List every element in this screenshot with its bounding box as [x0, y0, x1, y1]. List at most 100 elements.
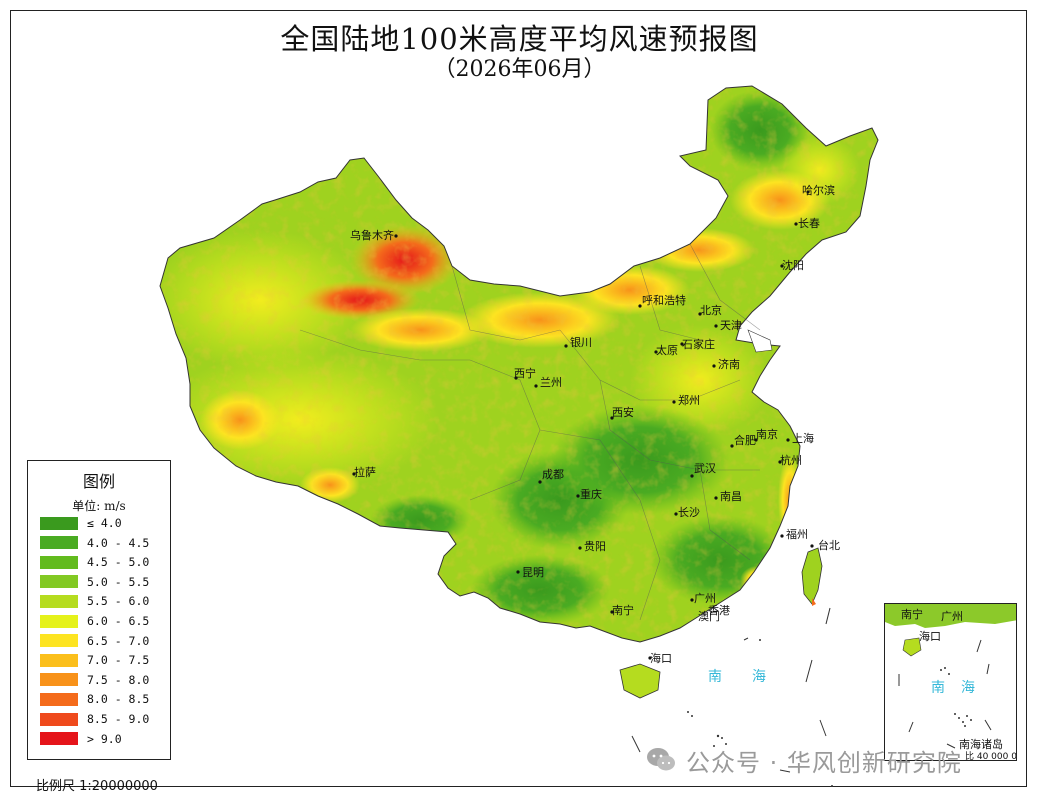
city-hohhot: 呼和浩特: [642, 293, 686, 307]
south-china-sea-inset: 南宁 广州 海口 南 海 南海诸岛 比 40 000 000: [884, 603, 1017, 761]
city-yinchuan: 银川: [570, 335, 592, 349]
inset-city-guangzhou: 广州: [941, 610, 963, 623]
legend-label: 8.5 - 9.0: [87, 712, 150, 726]
legend-label: 5.5 - 6.0: [87, 594, 150, 609]
legend-swatch: [40, 575, 78, 589]
wechat-icon: [647, 748, 675, 771]
city-urumqi: 乌鲁木齐: [350, 228, 394, 242]
legend-item: ≤ 4.0: [40, 515, 122, 531]
city-chengdu: 成都: [542, 468, 564, 481]
inset-city-nanning: 南宁: [901, 607, 923, 621]
legend-item: 8.0 - 8.5: [40, 691, 149, 707]
legend-item: 7.5 - 8.0: [40, 672, 149, 688]
legend-label: 4.5 - 5.0: [87, 555, 150, 570]
watermark-text: 公众号 · 华风创新研究院: [686, 748, 962, 777]
inset-sea-left: 南: [931, 680, 947, 696]
map-subtitle: （2026年06月）: [433, 57, 606, 82]
city-tianjin: 天津: [720, 319, 742, 332]
city-nanchang: 南昌: [720, 490, 742, 503]
province-boundaries: [299, 243, 761, 621]
legend-label: 6.0 - 6.5: [87, 614, 150, 628]
island-dots: [687, 639, 833, 787]
city-jinan: 济南: [718, 357, 740, 371]
city-guangzhou: 广州: [694, 592, 716, 605]
legend-label: > 9.0: [87, 731, 122, 746]
legend-label: 4.0 - 4.5: [87, 535, 150, 550]
wind-raster: [160, 86, 878, 642]
legend-item: 4.0 - 4.5: [40, 535, 149, 551]
city-nanning: 南宁: [612, 603, 634, 617]
legend-swatch: [40, 614, 78, 628]
city-kunming: 昆明: [522, 566, 544, 579]
map-title: 全国陆地100米高度平均风速预报图: [280, 22, 759, 56]
legend-label: ≤ 4.0: [87, 516, 122, 530]
legend-swatch: [40, 653, 78, 667]
city-beijing: 北京: [700, 303, 722, 317]
legend-label: 7.5 - 8.0: [87, 672, 150, 687]
legend-label: 8.0 - 8.5: [87, 692, 150, 707]
inset-city-haikou: 海口: [919, 629, 941, 643]
city-haikou: 海口: [650, 651, 672, 665]
city-xian: 西安: [612, 405, 634, 419]
legend-label: 6.5 - 7.0: [87, 633, 150, 648]
city-labels: 哈尔滨 长春 沈阳 乌鲁木齐 呼和浩特 北京 天津 银川 太原 石家庄 西宁 兰…: [350, 183, 840, 665]
inset-sea-right: 海: [961, 680, 977, 696]
city-shanghai: 上海: [792, 431, 814, 445]
city-hangzhou: 杭州: [780, 453, 802, 467]
city-shenyang: 沈阳: [782, 258, 804, 272]
city-nanjing: 南京: [756, 427, 778, 441]
city-wuhan: 武汉: [694, 462, 716, 475]
city-zhengzhou: 郑州: [678, 393, 700, 407]
legend-swatch: [40, 634, 78, 648]
legend-item: 8.5 - 9.0: [40, 711, 149, 727]
city-lanzhou: 兰州: [540, 376, 562, 389]
scale-label: 比例尺 1:20000000: [36, 779, 158, 794]
city-harbin: 哈尔滨: [802, 183, 835, 197]
map-frame: [10, 10, 1027, 787]
inset-map: 南宁 广州 海口 南 海 南海诸岛 比 40 000 000: [885, 604, 1017, 761]
city-guiyang: 贵阳: [584, 540, 606, 553]
city-taipei: 台北: [818, 538, 840, 552]
nine-dash-line: [631, 607, 831, 773]
watermark: 公众号 · 华风创新研究院: [646, 743, 962, 777]
legend-item: 6.5 - 7.0: [40, 633, 149, 649]
legend-unit: 单位: m/s: [72, 499, 126, 513]
legend: 图例 单位: m/s ≤ 4.0 4.0 - 4.5 4.5 - 5.0 5.0 - …: [27, 460, 171, 760]
legend-item: > 9.0: [40, 731, 122, 747]
taiwan-region: [801, 547, 823, 605]
city-markers: [352, 190, 814, 660]
city-chongqing: 重庆: [580, 487, 602, 501]
legend-swatch: [40, 555, 78, 569]
city-hefei: 合肥: [734, 433, 756, 447]
hainan-region: [619, 663, 661, 699]
legend-swatch: [40, 516, 78, 530]
inset-islands-label: 南海诸岛: [959, 737, 1003, 751]
city-changchun: 长春: [798, 217, 820, 230]
city-changsha: 长沙: [678, 506, 700, 519]
city-lhasa: 拉萨: [354, 465, 376, 479]
city-fuzhou: 福州: [786, 527, 808, 541]
inset-scale: 比 40 000 000: [965, 750, 1017, 761]
legend-swatch: [40, 692, 78, 706]
legend-title: 图例: [82, 472, 115, 491]
sea-label-right: 海: [752, 669, 768, 685]
legend-item: 5.0 - 5.5: [40, 574, 149, 590]
legend-swatch: [40, 732, 78, 746]
legend-item: 6.0 - 6.5: [40, 613, 149, 629]
legend-swatch: [40, 594, 78, 608]
legend-item: 7.0 - 7.5: [40, 652, 149, 668]
city-xining: 西宁: [514, 366, 536, 380]
legend-label: 7.0 - 7.5: [87, 653, 150, 668]
legend-item: 5.5 - 6.0: [40, 593, 149, 609]
legend-swatch: [40, 536, 78, 550]
sea-label-left: 南: [708, 669, 724, 685]
legend-item: 4.5 - 5.0: [40, 554, 149, 570]
legend-swatch: [40, 673, 78, 687]
city-shijiazhuang: 石家庄: [682, 337, 715, 351]
city-macau: 澳门: [698, 609, 720, 623]
city-hongkong: 香港: [708, 604, 730, 617]
city-taiyuan: 太原: [656, 344, 678, 357]
legend-swatch: [40, 712, 78, 726]
legend-label: 5.0 - 5.5: [87, 574, 150, 589]
